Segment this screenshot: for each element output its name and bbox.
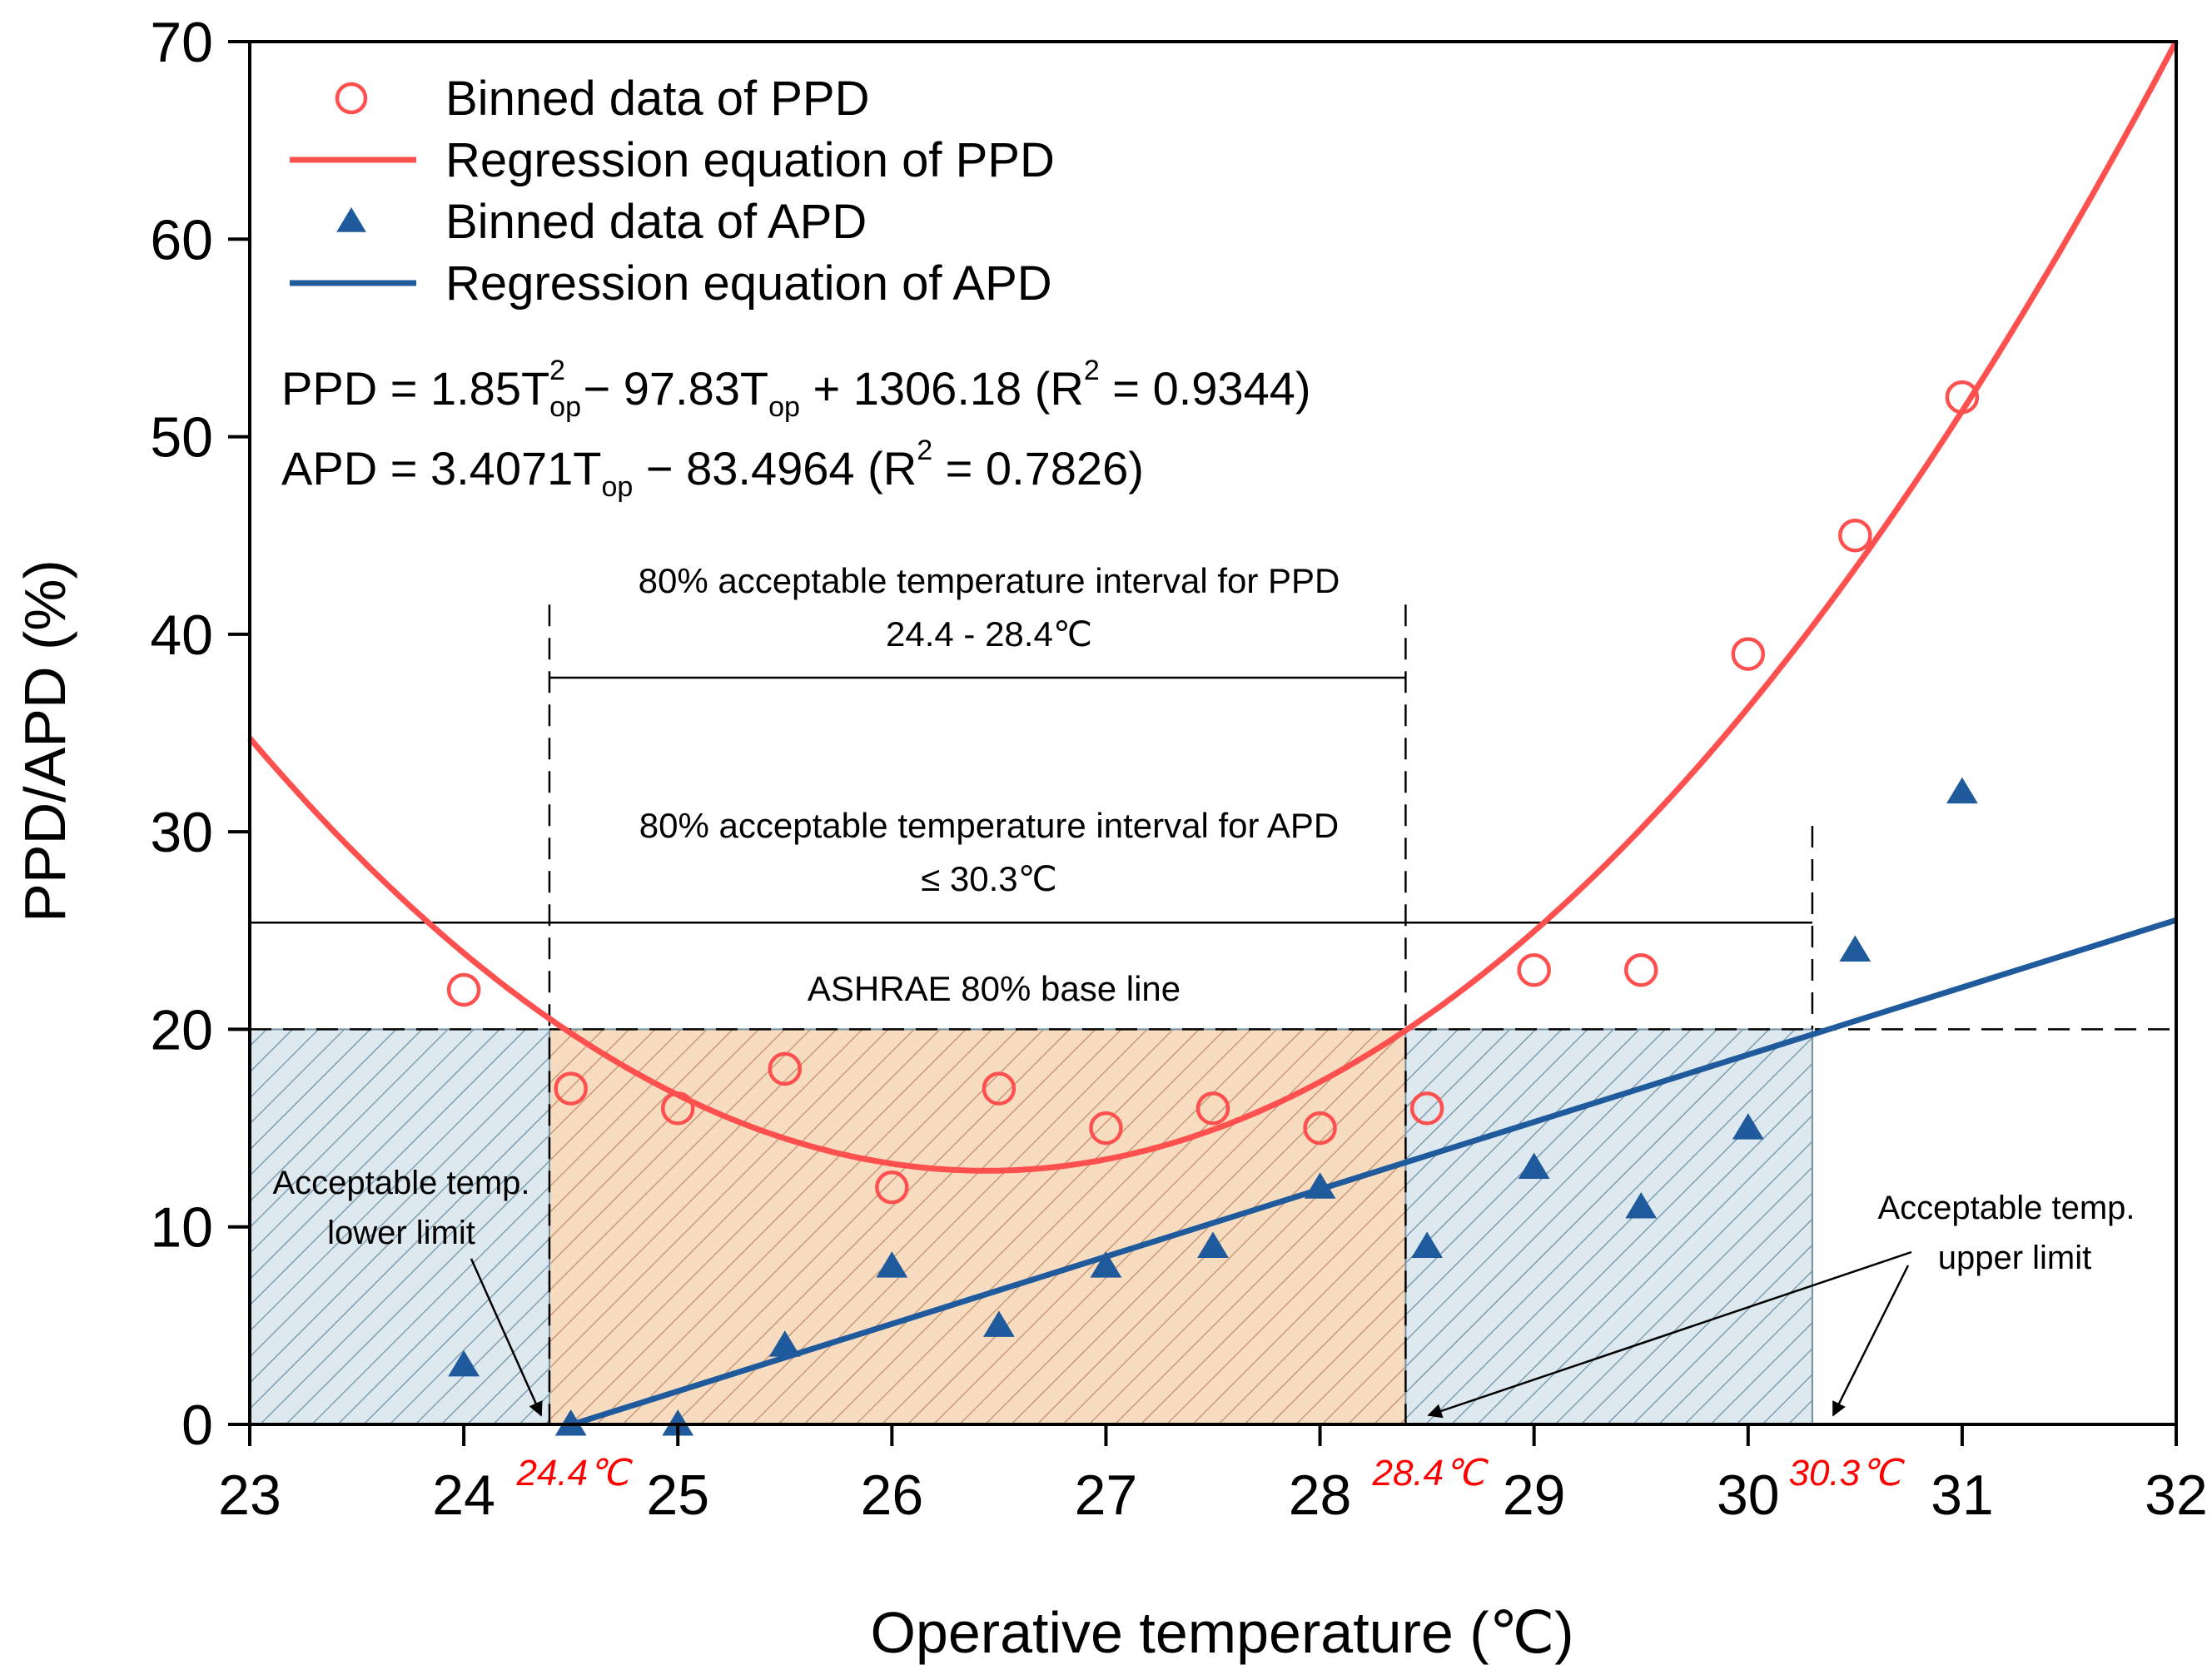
x-tick-label: 28	[1289, 1464, 1352, 1527]
plot-frame	[248, 40, 2178, 1426]
y-tick-label: 0	[181, 1394, 213, 1457]
legend-circle-icon	[335, 82, 368, 115]
x-tick-label: 23	[218, 1464, 281, 1527]
apd-point	[1625, 1191, 1658, 1219]
legend-label: Binned data of APD	[445, 195, 867, 249]
y-axis: 0 10 20 30 40 50 60 70	[150, 11, 250, 1457]
y-tick-label: 20	[150, 998, 213, 1061]
mark-30-3: 30.3℃	[1788, 1453, 1905, 1494]
y-tick-label: 70	[150, 11, 213, 74]
ppd-point	[1517, 952, 1551, 987]
x-axis: 23 24 25 26 27 28 29 30 31 32	[218, 1424, 2208, 1527]
ppd-point	[1945, 380, 1980, 415]
apd-point	[1839, 935, 1872, 962]
ppd-point	[768, 1051, 803, 1086]
legend-triangle-icon	[336, 207, 366, 232]
lower-limit-label-2: lower limit	[327, 1215, 475, 1251]
x-tick-label: 32	[2145, 1464, 2208, 1527]
x-tick-label: 25	[646, 1464, 709, 1527]
apd-interval-range: ≤ 30.3℃	[921, 859, 1057, 898]
reference-lines	[250, 604, 2176, 1424]
ppd-point	[1623, 952, 1658, 987]
y-tick-label: 50	[150, 406, 213, 470]
lower-limit-arrow	[470, 1258, 543, 1417]
upper-limit-label-1: Acceptable temp.	[1877, 1190, 2135, 1226]
upper-limit-arrow-b	[1832, 1265, 1910, 1417]
ppd-point	[446, 972, 481, 1007]
x-tick-label: 31	[1931, 1464, 1994, 1527]
ppd-regression-line	[247, 39, 2180, 1174]
y-tick-label: 40	[150, 604, 213, 667]
ppd-point	[982, 1071, 1017, 1106]
y-tick-label: 10	[150, 1196, 213, 1260]
apd-point	[768, 1330, 801, 1357]
region-hatch-ppd-acceptable	[548, 1028, 1407, 1426]
mark-24-4: 24.4℃	[515, 1453, 633, 1494]
legend-label: Binned data of PPD	[445, 72, 869, 126]
apd-point	[554, 1409, 587, 1436]
ppd-point	[554, 1071, 588, 1106]
ppd-interval-range: 24.4 - 28.4℃	[886, 614, 1092, 654]
ppd-point	[1838, 518, 1872, 553]
apd-point	[1732, 1113, 1764, 1140]
y-tick-label: 30	[150, 801, 213, 864]
y-axis-title: PPD/APD (%)	[12, 559, 77, 922]
regression-curves	[247, 39, 2180, 1428]
ppd-point	[1731, 637, 1766, 671]
upper-limit-label-2: upper limit	[1938, 1240, 2092, 1276]
legend-label: Regression equation of APD	[445, 256, 1052, 311]
apd-point	[662, 1409, 694, 1436]
apd-point	[1518, 1152, 1550, 1180]
apd-regression-line	[569, 917, 2178, 1428]
limit-arrows	[470, 1250, 1912, 1419]
ppd-point	[1303, 1111, 1337, 1146]
y-tick-label: 60	[150, 208, 213, 271]
x-tick-label: 26	[861, 1464, 924, 1527]
legend: Binned data of PPD Regression equation of…	[290, 72, 1055, 311]
ppd-point	[660, 1091, 695, 1126]
lower-limit-label-1: Acceptable temp.	[272, 1165, 529, 1201]
x-tick-label: 30	[1717, 1464, 1780, 1527]
apd-point	[1411, 1231, 1444, 1258]
apd-point	[448, 1349, 480, 1377]
apd-interval-title: 80% acceptable temperature interval for …	[639, 806, 1339, 845]
apd-point	[1090, 1251, 1122, 1278]
mark-28-4: 28.4℃	[1371, 1453, 1489, 1494]
apd-point	[1304, 1172, 1336, 1199]
x-tick-label: 29	[1503, 1464, 1566, 1527]
x-tick-label: 24	[432, 1464, 495, 1527]
apd-equation: APD = 3.4071Top − 83.4964 (R2 = 0.7826)	[281, 435, 1144, 503]
ppd-point	[1195, 1091, 1230, 1126]
legend-label: Regression equation of PPD	[445, 133, 1055, 187]
ppd-interval-title: 80% acceptable temperature interval for …	[639, 561, 1340, 600]
apd-point	[876, 1251, 908, 1278]
x-axis-title: Operative temperature (℃)	[870, 1600, 1573, 1665]
baseline-label: ASHRAE 80% base line	[808, 969, 1181, 1008]
apd-point	[1946, 777, 1978, 804]
ppd-equation: PPD = 1.85Top2 − 97.83Top + 1306.18 (R2 …	[281, 355, 1311, 423]
ppd-point	[875, 1171, 909, 1205]
x-tick-label: 27	[1075, 1464, 1138, 1527]
regions	[249, 1028, 1813, 1426]
ppd-point	[1089, 1111, 1123, 1146]
data-markers	[446, 380, 1980, 1436]
ppd-point	[1409, 1091, 1444, 1126]
apd-point	[982, 1310, 1015, 1337]
apd-point	[1197, 1231, 1229, 1258]
upper-limit-arrow-a	[1427, 1250, 1912, 1419]
